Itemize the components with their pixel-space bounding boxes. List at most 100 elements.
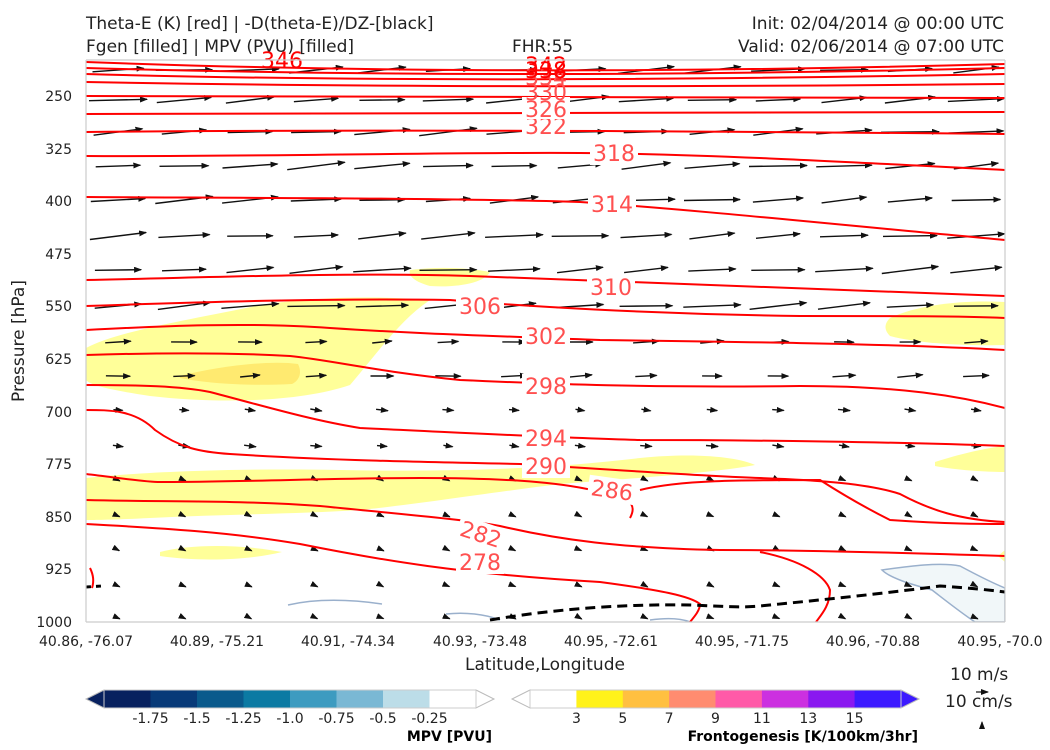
wind-vector [376, 511, 385, 518]
wind-vector [639, 510, 649, 518]
mpv-colorbar-title: MPV [PVU] [407, 729, 492, 745]
contour-label: 310 [587, 275, 635, 301]
svg-text:310: 310 [590, 276, 632, 301]
wind-vector [354, 160, 411, 170]
y-tick-label: 700 [45, 405, 72, 421]
wind-vector [359, 96, 406, 103]
init-time: Init: 02/04/2014 @ 00:00 UTC [751, 14, 1004, 34]
theta-e-contour [86, 352, 1005, 409]
wind-vector [178, 475, 187, 482]
wind-vector [706, 580, 715, 588]
wind-vector [951, 196, 1002, 203]
theta-e-contour [759, 551, 832, 622]
wind-vector [820, 66, 869, 73]
wind-vector [886, 302, 935, 309]
wind-vector [309, 580, 319, 588]
wind-vector [423, 162, 474, 169]
contour-label: 278 [456, 550, 504, 576]
colorbar-tick-label: 11 [753, 711, 771, 727]
wind-vector [705, 613, 715, 620]
y-tick-labels: 250 325 400 475 550 625 700 775 850 925 … [36, 89, 72, 631]
colorbar-tick-label: -0.75 [318, 711, 354, 727]
wind-vector [358, 230, 407, 240]
svg-text:346: 346 [261, 49, 303, 74]
wind-vector [441, 474, 451, 482]
wind-vector [293, 95, 340, 103]
wind-vector [243, 510, 253, 518]
colorbar-tick-label: 7 [665, 711, 674, 727]
colorbar-swatch [576, 690, 624, 708]
wind-vector [112, 581, 121, 588]
colorbar-swatch [104, 690, 151, 708]
wind-vector [105, 338, 132, 345]
wind-vector [556, 301, 605, 309]
wind-vector [684, 161, 741, 169]
wind-vector [819, 232, 869, 239]
wind-vector [772, 406, 785, 413]
wind-vector [375, 580, 385, 588]
wind-vector [89, 230, 148, 241]
wind-vector [641, 406, 652, 413]
contour-label: 314 [588, 192, 636, 218]
theta-e-contour [86, 111, 1005, 115]
wind-vector [683, 302, 742, 309]
wind-vector [309, 510, 319, 518]
wind-vector [375, 474, 385, 482]
colorbar-swatch [761, 690, 809, 708]
wind-vector [838, 511, 847, 518]
wind-vector [442, 511, 451, 518]
wind-vector [837, 612, 847, 620]
contour-label: 290 [522, 454, 570, 480]
wind-vector [640, 580, 649, 588]
fgen-region [935, 446, 1005, 472]
wind-vector [310, 545, 319, 552]
svg-text:298: 298 [525, 375, 567, 400]
colorbar-tick-label: -1.5 [183, 711, 210, 727]
wind-vector [688, 266, 737, 273]
contour-label: 302 [522, 324, 570, 350]
colorbar-swatch [530, 690, 577, 708]
wind-vector [837, 581, 847, 588]
y-tick-label: 475 [45, 247, 72, 263]
fgen-region [86, 297, 430, 401]
wind-vector [905, 442, 916, 449]
colorbar-swatch [808, 690, 856, 708]
wind-vector [748, 162, 808, 169]
colorbar-swatch [383, 690, 430, 708]
wind-vector [970, 406, 982, 413]
wind-vector [752, 195, 805, 203]
colorbar-tick-label: 5 [618, 711, 627, 727]
colorbar-swatch [669, 690, 716, 708]
wind-vector [355, 302, 410, 309]
wind-vector [904, 406, 917, 413]
wind-vector [222, 161, 279, 169]
wind-vector [903, 545, 913, 552]
wind-vector [375, 613, 385, 620]
wind-vector [574, 442, 587, 449]
wind-reference-speed: 10 m/s [950, 665, 1008, 685]
wind-vector [293, 232, 340, 239]
svg-text:290: 290 [525, 455, 567, 480]
wind-vector [574, 612, 583, 620]
wind-vector [289, 264, 344, 274]
wind-vector [376, 406, 389, 413]
wind-vector [689, 231, 736, 240]
wind-vector [964, 338, 989, 345]
theta-e-contour [86, 196, 1005, 241]
wind-vector [574, 475, 583, 482]
chart-title-line2: Fgen [filled] | MPV (PVU) [filled] [86, 37, 355, 57]
svg-text:318: 318 [593, 142, 635, 167]
wind-vector [94, 266, 143, 273]
wind-vector [509, 442, 520, 449]
wind-vector [90, 195, 147, 203]
theta-e-contour [86, 73, 1005, 81]
theta-e-contour [89, 567, 95, 589]
colorbar-tick-label: 13 [799, 711, 817, 727]
theta-e-labels: 318 314 310 306 302 298 294 290 286 282 … [261, 49, 638, 576]
svg-text:314: 314 [591, 193, 633, 218]
wind-vector [305, 338, 328, 345]
wind-vector [573, 545, 583, 552]
wind-vector [639, 612, 649, 620]
theta-e-contour [86, 384, 1005, 447]
contour-label: 294 [522, 426, 570, 452]
